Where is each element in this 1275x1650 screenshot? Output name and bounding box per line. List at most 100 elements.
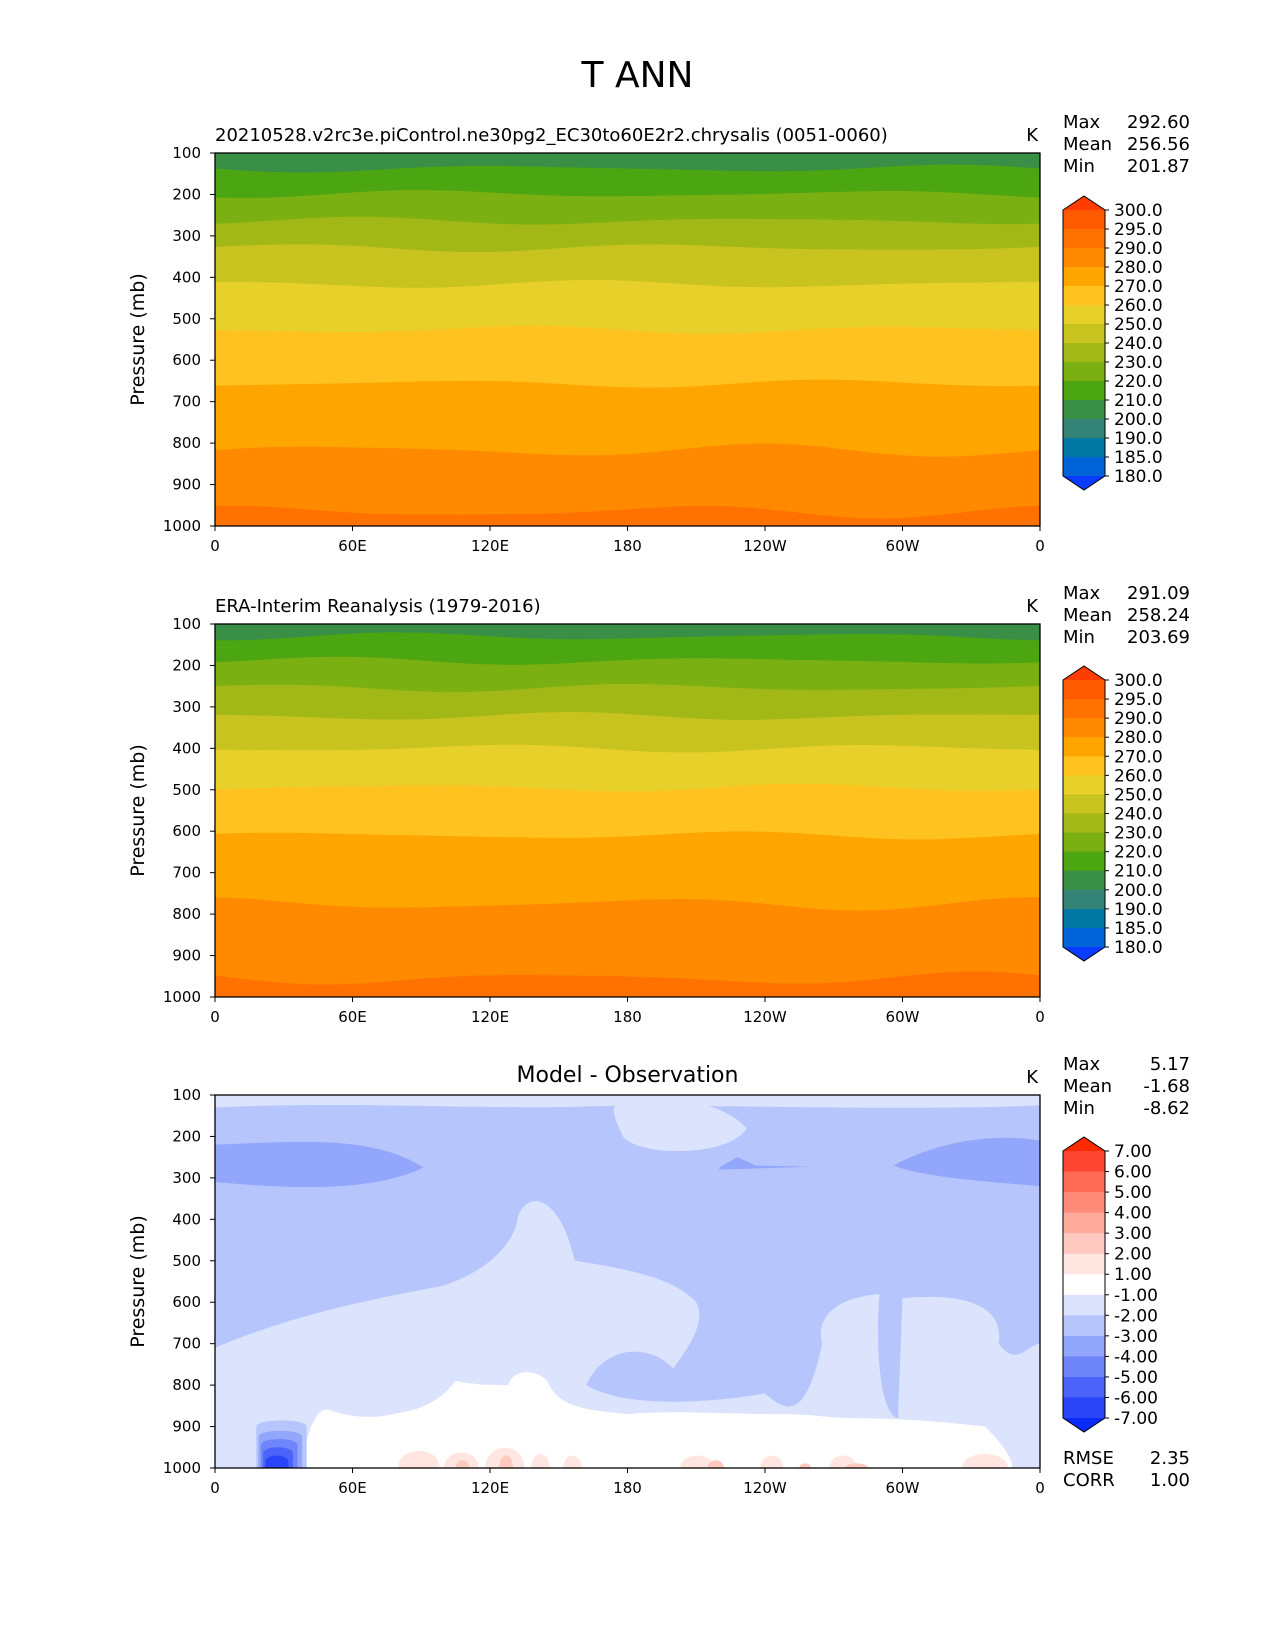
colorbar-segment — [1063, 680, 1105, 700]
panel-2: ERA-Interim Reanalysis (1979-2016) K 100 20… — [127, 583, 1190, 1026]
panel-units: K — [1026, 1067, 1039, 1088]
x-tick-label: 120W — [743, 1008, 787, 1026]
diff-region — [302, 1372, 1013, 1468]
x-tick-label: 120E — [471, 1479, 509, 1497]
y-tick-label: 100 — [172, 144, 201, 162]
y-tick-label: 500 — [172, 310, 201, 328]
y-axis-label: Pressure (mb) — [127, 273, 149, 406]
y-tick-label: 600 — [172, 822, 201, 840]
panel-title: 20210528.v2rc3e.piControl.ne30pg2_EC30to… — [215, 125, 888, 146]
x-tick-label: 0 — [210, 1479, 220, 1497]
colorbar-label: 260.0 — [1114, 296, 1163, 316]
diff-warm-patch — [444, 1452, 479, 1468]
stat-value: 292.60 — [1127, 112, 1190, 133]
y-tick-label: 1000 — [163, 1459, 201, 1477]
x-tick-label: 60E — [338, 537, 367, 555]
panel-title: Model - Observation — [517, 1063, 739, 1088]
colorbar-label: 300.0 — [1114, 201, 1163, 221]
colorbar-segment — [1063, 1212, 1105, 1234]
colorbar-segment — [1063, 1171, 1105, 1193]
colorbar-extend-min — [1063, 476, 1105, 490]
y-tick-label: 700 — [172, 864, 201, 882]
x-tick-label: 120E — [471, 537, 509, 555]
stat-value: 2.35 — [1150, 1448, 1190, 1469]
y-tick-label: 400 — [172, 268, 201, 286]
stat-value: 256.56 — [1127, 134, 1190, 155]
colorbar-segment — [1063, 775, 1105, 795]
colorbar-label: 185.0 — [1114, 448, 1163, 468]
colorbar-segment — [1063, 832, 1105, 853]
colorbar-segment — [1063, 1315, 1105, 1337]
colorbar-segment — [1063, 794, 1105, 814]
colorbar-segment — [1063, 908, 1105, 929]
y-tick-label: 1000 — [163, 517, 201, 535]
x-tick-label: 120W — [743, 1479, 787, 1497]
diff-region — [215, 1201, 1040, 1468]
diff-warm-patch — [707, 1460, 724, 1468]
y-tick-label: 100 — [172, 615, 201, 633]
colorbar-label: 250.0 — [1114, 785, 1163, 805]
colorbar-segment — [1063, 870, 1105, 891]
colorbar-label: -2.00 — [1114, 1306, 1158, 1326]
x-tick-label: 180 — [613, 537, 642, 555]
colorbar-label: -3.00 — [1114, 1327, 1158, 1347]
colorbar-segment — [1063, 324, 1105, 344]
x-tick-label: 180 — [613, 1479, 642, 1497]
panel-units: K — [1026, 596, 1039, 617]
panel-units: K — [1026, 125, 1039, 146]
stat-value: 203.69 — [1127, 627, 1190, 648]
y-tick-label: 400 — [172, 1210, 201, 1228]
x-tick-label: 0 — [210, 1008, 220, 1026]
x-tick-label: 0 — [1035, 1479, 1045, 1497]
colorbar: 300.0295.0290.0280.0270.0260.0250.0240.0… — [1062, 665, 1163, 962]
y-tick-label: 200 — [172, 656, 201, 674]
stat-label: Max — [1063, 583, 1101, 604]
colorbar-segment — [1063, 813, 1105, 834]
x-tick-label: 120E — [471, 1008, 509, 1026]
colorbar-segment — [1063, 438, 1105, 458]
stat-value: 258.24 — [1127, 605, 1190, 626]
x-tick-label: 60E — [338, 1479, 367, 1497]
panel-title: ERA-Interim Reanalysis (1979-2016) — [215, 596, 541, 617]
colorbar-label: 3.00 — [1114, 1224, 1152, 1244]
colorbar-segment — [1063, 286, 1105, 306]
colorbar-label: -5.00 — [1114, 1368, 1158, 1388]
y-tick-label: 900 — [172, 476, 201, 494]
colorbar-label: 200.0 — [1114, 410, 1163, 430]
colorbar: 7.006.005.004.003.002.001.00-1.00-2.00-3… — [1062, 1136, 1158, 1433]
colorbar-label: 270.0 — [1114, 747, 1163, 767]
colorbar-label: 295.0 — [1114, 690, 1163, 710]
colorbar-segment — [1063, 362, 1105, 382]
y-tick-label: 500 — [172, 781, 201, 799]
colorbar-label: 200.0 — [1114, 881, 1163, 901]
colorbar-label: 270.0 — [1114, 277, 1163, 297]
y-tick-label: 800 — [172, 905, 201, 923]
y-tick-label: 900 — [172, 947, 201, 965]
stat-value: 291.09 — [1127, 583, 1190, 604]
diff-warm-patch — [760, 1455, 784, 1468]
x-tick-label: 60W — [886, 1008, 920, 1026]
colorbar-segment — [1063, 267, 1105, 287]
y-tick-label: 800 — [172, 1376, 201, 1394]
colorbar-label: 230.0 — [1114, 353, 1163, 373]
contour-band — [215, 153, 1040, 173]
colorbar-segment — [1063, 1192, 1105, 1214]
colorbar-segment — [1063, 1253, 1105, 1275]
stat-label: Max — [1063, 1054, 1101, 1075]
figure-title: T ANN — [581, 55, 694, 96]
stat-label: Max — [1063, 112, 1101, 133]
colorbar-label: 230.0 — [1114, 824, 1163, 844]
diff-warm-patch — [845, 1463, 869, 1468]
colorbar-segment — [1063, 248, 1105, 268]
colorbar-segment — [1063, 305, 1105, 325]
colorbar-label: 250.0 — [1114, 315, 1163, 335]
colorbar-label: 190.0 — [1114, 900, 1163, 920]
colorbar-label: 185.0 — [1114, 919, 1163, 939]
colorbar-label: 7.00 — [1114, 1142, 1152, 1162]
diff-warm-patch — [680, 1455, 715, 1468]
colorbar-segment — [1063, 718, 1105, 738]
contour-field — [215, 153, 1040, 526]
diff-warm-patch — [962, 1454, 1008, 1468]
colorbar-label: 5.00 — [1114, 1183, 1152, 1203]
